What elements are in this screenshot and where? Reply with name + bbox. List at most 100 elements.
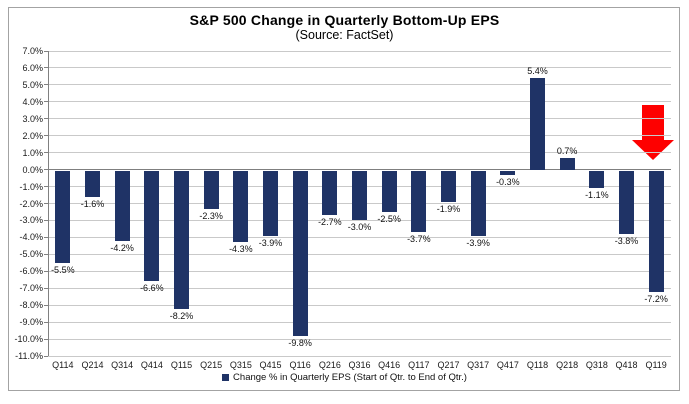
bar-value-label: -0.3%	[496, 176, 520, 187]
y-axis-tick	[44, 338, 48, 340]
gridline	[48, 321, 671, 323]
bar	[174, 170, 189, 309]
red-down-arrow-annotation	[632, 105, 674, 160]
x-axis-label: Q414	[140, 360, 163, 370]
y-axis-tick	[44, 304, 48, 306]
legend: Change % in Quarterly EPS (Start of Qtr.…	[0, 373, 689, 383]
y-axis-label: 0.0%	[22, 164, 43, 175]
bar-value-label: -2.7%	[318, 217, 342, 228]
y-axis-label: -2.0%	[19, 198, 43, 209]
bar	[530, 78, 545, 170]
bar-value-label: -2.3%	[199, 210, 223, 221]
y-axis-label: -10.0%	[14, 334, 43, 345]
bar	[411, 170, 427, 233]
y-axis-line	[48, 51, 49, 356]
gridline	[48, 101, 671, 103]
y-axis-tick	[44, 84, 48, 86]
bar	[114, 170, 130, 241]
bar-value-label: -3.9%	[466, 237, 490, 248]
x-axis-label: Q117	[408, 360, 430, 370]
gridline	[48, 236, 671, 238]
gridline	[48, 219, 671, 221]
x-axis-label: Q317	[467, 360, 490, 370]
gridline	[48, 118, 671, 120]
x-axis-label: Q415	[259, 360, 282, 370]
x-axis-label: Q217	[437, 360, 460, 370]
bar-value-label: -4.2%	[110, 242, 134, 253]
y-axis-tick	[44, 321, 48, 323]
bar	[263, 170, 278, 236]
bar-value-label: -1.9%	[436, 203, 461, 214]
arrow-shaft	[642, 105, 664, 141]
bar	[441, 170, 456, 202]
bar	[144, 170, 160, 282]
x-axis-label: Q216	[318, 360, 341, 370]
bar-value-label: -3.8%	[614, 236, 639, 246]
y-axis-label: 3.0%	[22, 113, 43, 124]
gridline	[48, 355, 671, 357]
bar-value-label: -6.6%	[140, 283, 164, 294]
bar	[381, 170, 397, 212]
gridline	[48, 67, 671, 69]
y-axis-tick	[44, 186, 48, 188]
legend-label: Change % in Quarterly EPS (Start of Qtr.…	[233, 372, 467, 383]
x-axis-label: Q318	[585, 360, 608, 370]
x-axis-label: Q314	[111, 360, 134, 370]
bar-value-label: -1.6%	[80, 198, 105, 209]
gridline	[48, 169, 671, 171]
y-axis-tick	[44, 50, 48, 52]
x-axis-label: Q214	[81, 360, 104, 370]
y-axis-label: -5.0%	[19, 249, 43, 260]
y-axis-tick	[44, 219, 48, 221]
y-axis-label: -6.0%	[19, 266, 43, 277]
bar	[589, 170, 605, 189]
y-axis-label: 4.0%	[22, 96, 43, 107]
y-axis-tick	[44, 287, 48, 289]
y-axis-label: 6.0%	[22, 62, 43, 73]
legend-swatch-icon	[222, 374, 230, 381]
y-axis-tick	[44, 236, 48, 238]
bar-value-label: -3.0%	[347, 222, 372, 233]
x-axis-label: Q118	[526, 360, 549, 370]
x-axis-label: Q315	[229, 360, 252, 370]
bar-value-label: 0.7%	[556, 145, 578, 156]
y-axis-label: -11.0%	[15, 351, 43, 361]
bar	[470, 170, 486, 236]
y-axis-tick	[44, 203, 48, 204]
bar	[85, 170, 100, 197]
y-axis-tick	[44, 101, 48, 103]
gridline	[48, 304, 671, 306]
bar-value-label: -9.8%	[288, 337, 312, 348]
bar-value-label: -8.2%	[169, 310, 194, 321]
bar	[619, 170, 634, 234]
x-axis-label: Q417	[496, 360, 519, 370]
bar	[500, 170, 516, 175]
x-axis-label: Q418	[615, 360, 638, 370]
x-axis-label: Q215	[200, 360, 223, 370]
y-axis-label: -1.0%	[19, 181, 43, 192]
x-axis-label: Q116	[289, 360, 311, 370]
bar-value-label: -3.7%	[407, 234, 431, 245]
gridline	[48, 135, 671, 137]
y-axis-label: 1.0%	[22, 147, 43, 158]
bar	[322, 170, 338, 216]
x-axis-label: Q114	[52, 360, 74, 370]
y-axis-label: 2.0%	[22, 130, 43, 141]
x-axis-label: Q115	[170, 360, 193, 370]
gridline	[48, 338, 671, 340]
x-axis-label: Q316	[348, 360, 371, 370]
bar-value-label: -1.1%	[585, 190, 609, 201]
y-axis-tick	[44, 135, 48, 137]
gridline	[48, 287, 671, 289]
y-axis-label: -9.0%	[19, 317, 43, 328]
arrow-head-icon	[632, 140, 674, 160]
y-axis-label: -3.0%	[19, 215, 43, 226]
bar	[559, 157, 575, 170]
gridline	[48, 270, 671, 272]
chart-title: S&P 500 Change in Quarterly Bottom-Up EP…	[189, 12, 500, 28]
bar	[352, 170, 367, 221]
y-axis-tick	[44, 253, 48, 255]
y-axis-label: -4.0%	[19, 232, 43, 243]
y-axis-tick	[44, 152, 48, 154]
